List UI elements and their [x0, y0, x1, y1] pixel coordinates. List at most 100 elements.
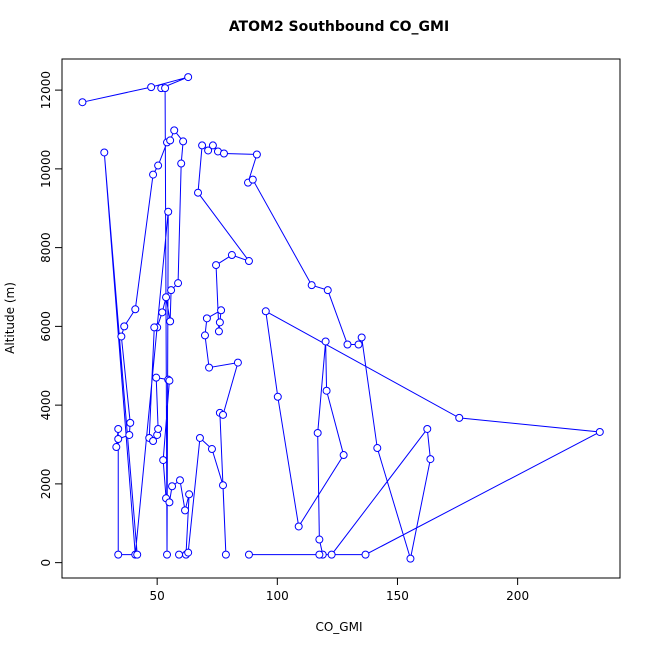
data-point	[167, 286, 176, 295]
data-point	[361, 550, 370, 559]
data-point	[315, 550, 324, 559]
data-point	[373, 444, 382, 453]
data-point	[166, 136, 175, 145]
data-point	[204, 146, 213, 155]
y-axis-label: Altitude (m)	[3, 282, 17, 354]
data-point	[227, 251, 236, 260]
y-tick-label: 6000	[39, 311, 53, 342]
data-point	[152, 373, 161, 382]
data-point	[406, 554, 415, 563]
y-tick-label: 4000	[39, 390, 53, 421]
data-point	[215, 318, 224, 327]
data-point	[100, 148, 109, 157]
data-point	[150, 323, 159, 332]
data-point	[315, 535, 324, 544]
data-point	[163, 550, 172, 559]
data-point	[78, 98, 87, 107]
data-point	[261, 307, 270, 316]
data-point	[195, 433, 204, 442]
data-point	[133, 550, 142, 559]
x-axis-label: CO_GMI	[315, 620, 362, 634]
data-point	[131, 305, 140, 314]
data-point	[175, 550, 184, 559]
data-point	[179, 137, 188, 146]
data-point	[219, 149, 228, 158]
data-point	[219, 410, 228, 419]
y-tick-label: 8000	[39, 232, 53, 263]
data-point	[162, 293, 171, 302]
data-point	[233, 358, 242, 367]
chart-title: ATOM2 Southbound CO_GMI	[229, 19, 449, 35]
data-point	[248, 175, 257, 184]
data-point	[114, 434, 123, 443]
data-point	[126, 418, 135, 427]
data-point	[219, 481, 228, 490]
data-point	[184, 548, 193, 557]
data-point	[147, 83, 156, 92]
data-point	[595, 427, 604, 436]
data-point	[158, 308, 167, 317]
data-point	[114, 424, 123, 433]
data-point	[212, 261, 221, 270]
data-point	[149, 170, 158, 179]
x-tick-label: 200	[506, 589, 529, 603]
data-point	[217, 306, 226, 315]
data-point	[170, 126, 179, 135]
data-point	[202, 314, 211, 323]
data-point	[177, 159, 186, 168]
data-point	[244, 257, 253, 266]
data-point	[205, 363, 214, 372]
data-point	[175, 476, 184, 485]
data-point	[198, 141, 207, 150]
data-point	[426, 455, 435, 464]
data-point	[194, 188, 203, 197]
data-point	[112, 443, 121, 452]
data-point	[154, 161, 163, 170]
data-point	[339, 451, 348, 460]
data-point	[343, 340, 352, 349]
x-tick-label: 150	[386, 589, 409, 603]
data-point	[185, 490, 194, 499]
data-point	[165, 498, 174, 507]
data-point	[165, 376, 174, 385]
data-point	[125, 430, 134, 439]
y-tick-label: 2000	[39, 469, 53, 500]
data-point	[221, 550, 230, 559]
data-point	[120, 322, 129, 331]
data-point	[207, 445, 216, 454]
data-point	[166, 317, 175, 326]
data-point	[200, 331, 209, 340]
data-point	[181, 506, 190, 515]
data-point	[273, 392, 282, 401]
data-point	[208, 141, 217, 150]
data-point	[159, 456, 168, 465]
data-point	[114, 550, 123, 559]
data-point	[455, 413, 464, 422]
data-point	[321, 337, 330, 346]
data-point	[357, 333, 366, 342]
data-point	[313, 428, 322, 437]
data-point	[252, 150, 261, 159]
data-point	[154, 424, 163, 433]
y-tick-label: 12000	[39, 71, 53, 109]
data-point	[323, 286, 332, 295]
data-point	[168, 482, 177, 491]
data-point	[164, 207, 173, 216]
data-point	[322, 386, 331, 395]
data-point	[184, 73, 193, 82]
x-tick-label: 100	[266, 589, 289, 603]
plot-frame	[61, 58, 621, 579]
data-point	[117, 332, 126, 341]
x-tick-label: 50	[150, 589, 165, 603]
data-point	[327, 550, 336, 559]
data-point	[354, 340, 363, 349]
data-point	[149, 437, 158, 446]
data-point	[214, 327, 223, 336]
data-point	[174, 279, 183, 288]
y-tick-label: 10000	[39, 150, 53, 188]
data-point	[161, 84, 170, 93]
data-point	[307, 281, 316, 290]
data-point	[423, 424, 432, 433]
